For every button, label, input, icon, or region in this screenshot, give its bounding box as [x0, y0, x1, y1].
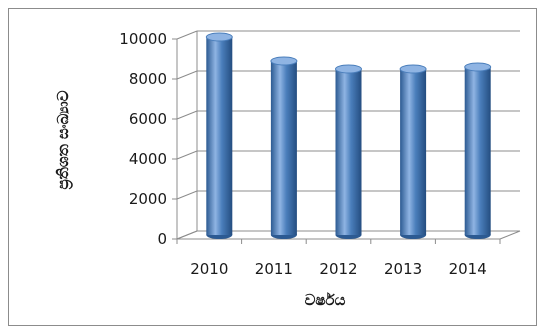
x-tick-label: 2012 — [319, 260, 357, 278]
bar-body — [206, 37, 233, 235]
x-tick-label: 2011 — [255, 260, 293, 278]
x-tick-label: 2013 — [384, 260, 422, 278]
y-tick-labels: 0 2000 4000 6000 8000 10000 — [119, 30, 167, 248]
bar-body — [464, 67, 491, 235]
x-tick-label: 2014 — [449, 260, 487, 278]
y-tick-label: 10000 — [119, 30, 167, 48]
bar-top — [399, 64, 427, 74]
bar-body — [270, 61, 297, 235]
bar-body — [335, 69, 362, 235]
x-axis-title: වර්ෂය — [305, 291, 346, 309]
floor-right-edge — [499, 230, 521, 240]
gridline-side — [176, 150, 198, 160]
bar — [270, 56, 298, 239]
bar-top — [335, 64, 362, 74]
y-tick-label: 8000 — [129, 70, 167, 88]
bar-body — [400, 69, 427, 235]
bar-top — [270, 56, 298, 66]
x-tick-label: 2010 — [190, 260, 228, 278]
gridline-side — [176, 230, 198, 240]
bar — [205, 32, 233, 239]
gridline-side — [176, 190, 198, 200]
gridline-side — [176, 30, 198, 40]
gridline-side — [176, 110, 198, 120]
x-tick-labels: 2010 2011 2012 2013 2014 — [176, 239, 501, 278]
gridline-side — [176, 70, 198, 80]
y-axis-title: ප්‍රතිශත සංඛ්‍යාව — [54, 90, 74, 189]
y-tick-label: 6000 — [129, 110, 167, 128]
bar — [335, 64, 362, 239]
bar-top — [464, 62, 492, 72]
bars — [205, 32, 492, 239]
bar — [399, 64, 427, 239]
bar — [464, 62, 492, 239]
bar-top — [205, 32, 233, 42]
y-tick-label: 2000 — [129, 190, 167, 208]
y-tick-label: 0 — [157, 230, 167, 248]
y-tick-label: 4000 — [129, 150, 167, 168]
